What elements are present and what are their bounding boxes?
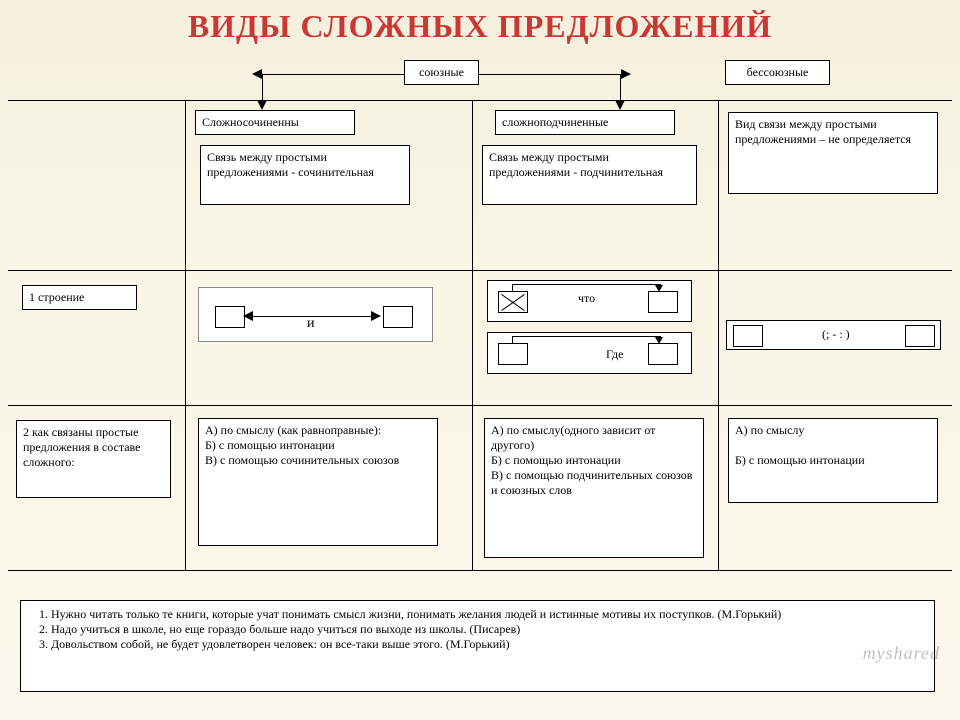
node-spp: сложноподчиненные — [495, 110, 675, 135]
bsp-diagram: (; - : ) — [726, 320, 941, 350]
bsp-conn: А) по смыслу Б) с помощью интонации — [728, 418, 938, 503]
bsp-def: Вид связи между простыми предложениями –… — [728, 112, 938, 194]
spp-diagram-chto: что — [487, 280, 692, 322]
watermark: myshared — [863, 643, 940, 664]
node-soyuznye: союзные — [404, 60, 479, 85]
ssp-diagram: и — [198, 287, 433, 342]
ssp-conn: А) по смыслу (как равноправные): Б) с по… — [198, 418, 438, 546]
examples-box: Нужно читать только те книги, которые уч… — [20, 600, 935, 692]
page-title: ВИДЫ СЛОЖНЫХ ПРЕДЛОЖЕНИЙ — [0, 8, 960, 45]
spp-diagram-gde: Где — [487, 332, 692, 374]
example-2: Надо учиться в школе, но еще гораздо бол… — [51, 622, 928, 637]
ssp-def: Связь между простыми предложениями - соч… — [200, 145, 410, 205]
row3-label: 2 как связаны простые предложения в сост… — [16, 420, 171, 498]
spp-conn: А) по смыслу(одного зависит от другого) … — [484, 418, 704, 558]
gde-label: Где — [606, 347, 623, 362]
example-1: Нужно читать только те книги, которые уч… — [51, 607, 928, 622]
example-3: Довольством собой, не будет удовлетворен… — [51, 637, 928, 652]
punct-label: (; - : ) — [822, 327, 850, 342]
chto-label: что — [578, 291, 595, 306]
and-label: и — [307, 316, 315, 332]
spp-def: Связь между простыми предложениями - под… — [482, 145, 697, 205]
row2-label: 1 строение — [22, 285, 137, 310]
node-ssp: Сложносочиненны — [195, 110, 355, 135]
node-bessoyuznye: бессоюзные — [725, 60, 830, 85]
